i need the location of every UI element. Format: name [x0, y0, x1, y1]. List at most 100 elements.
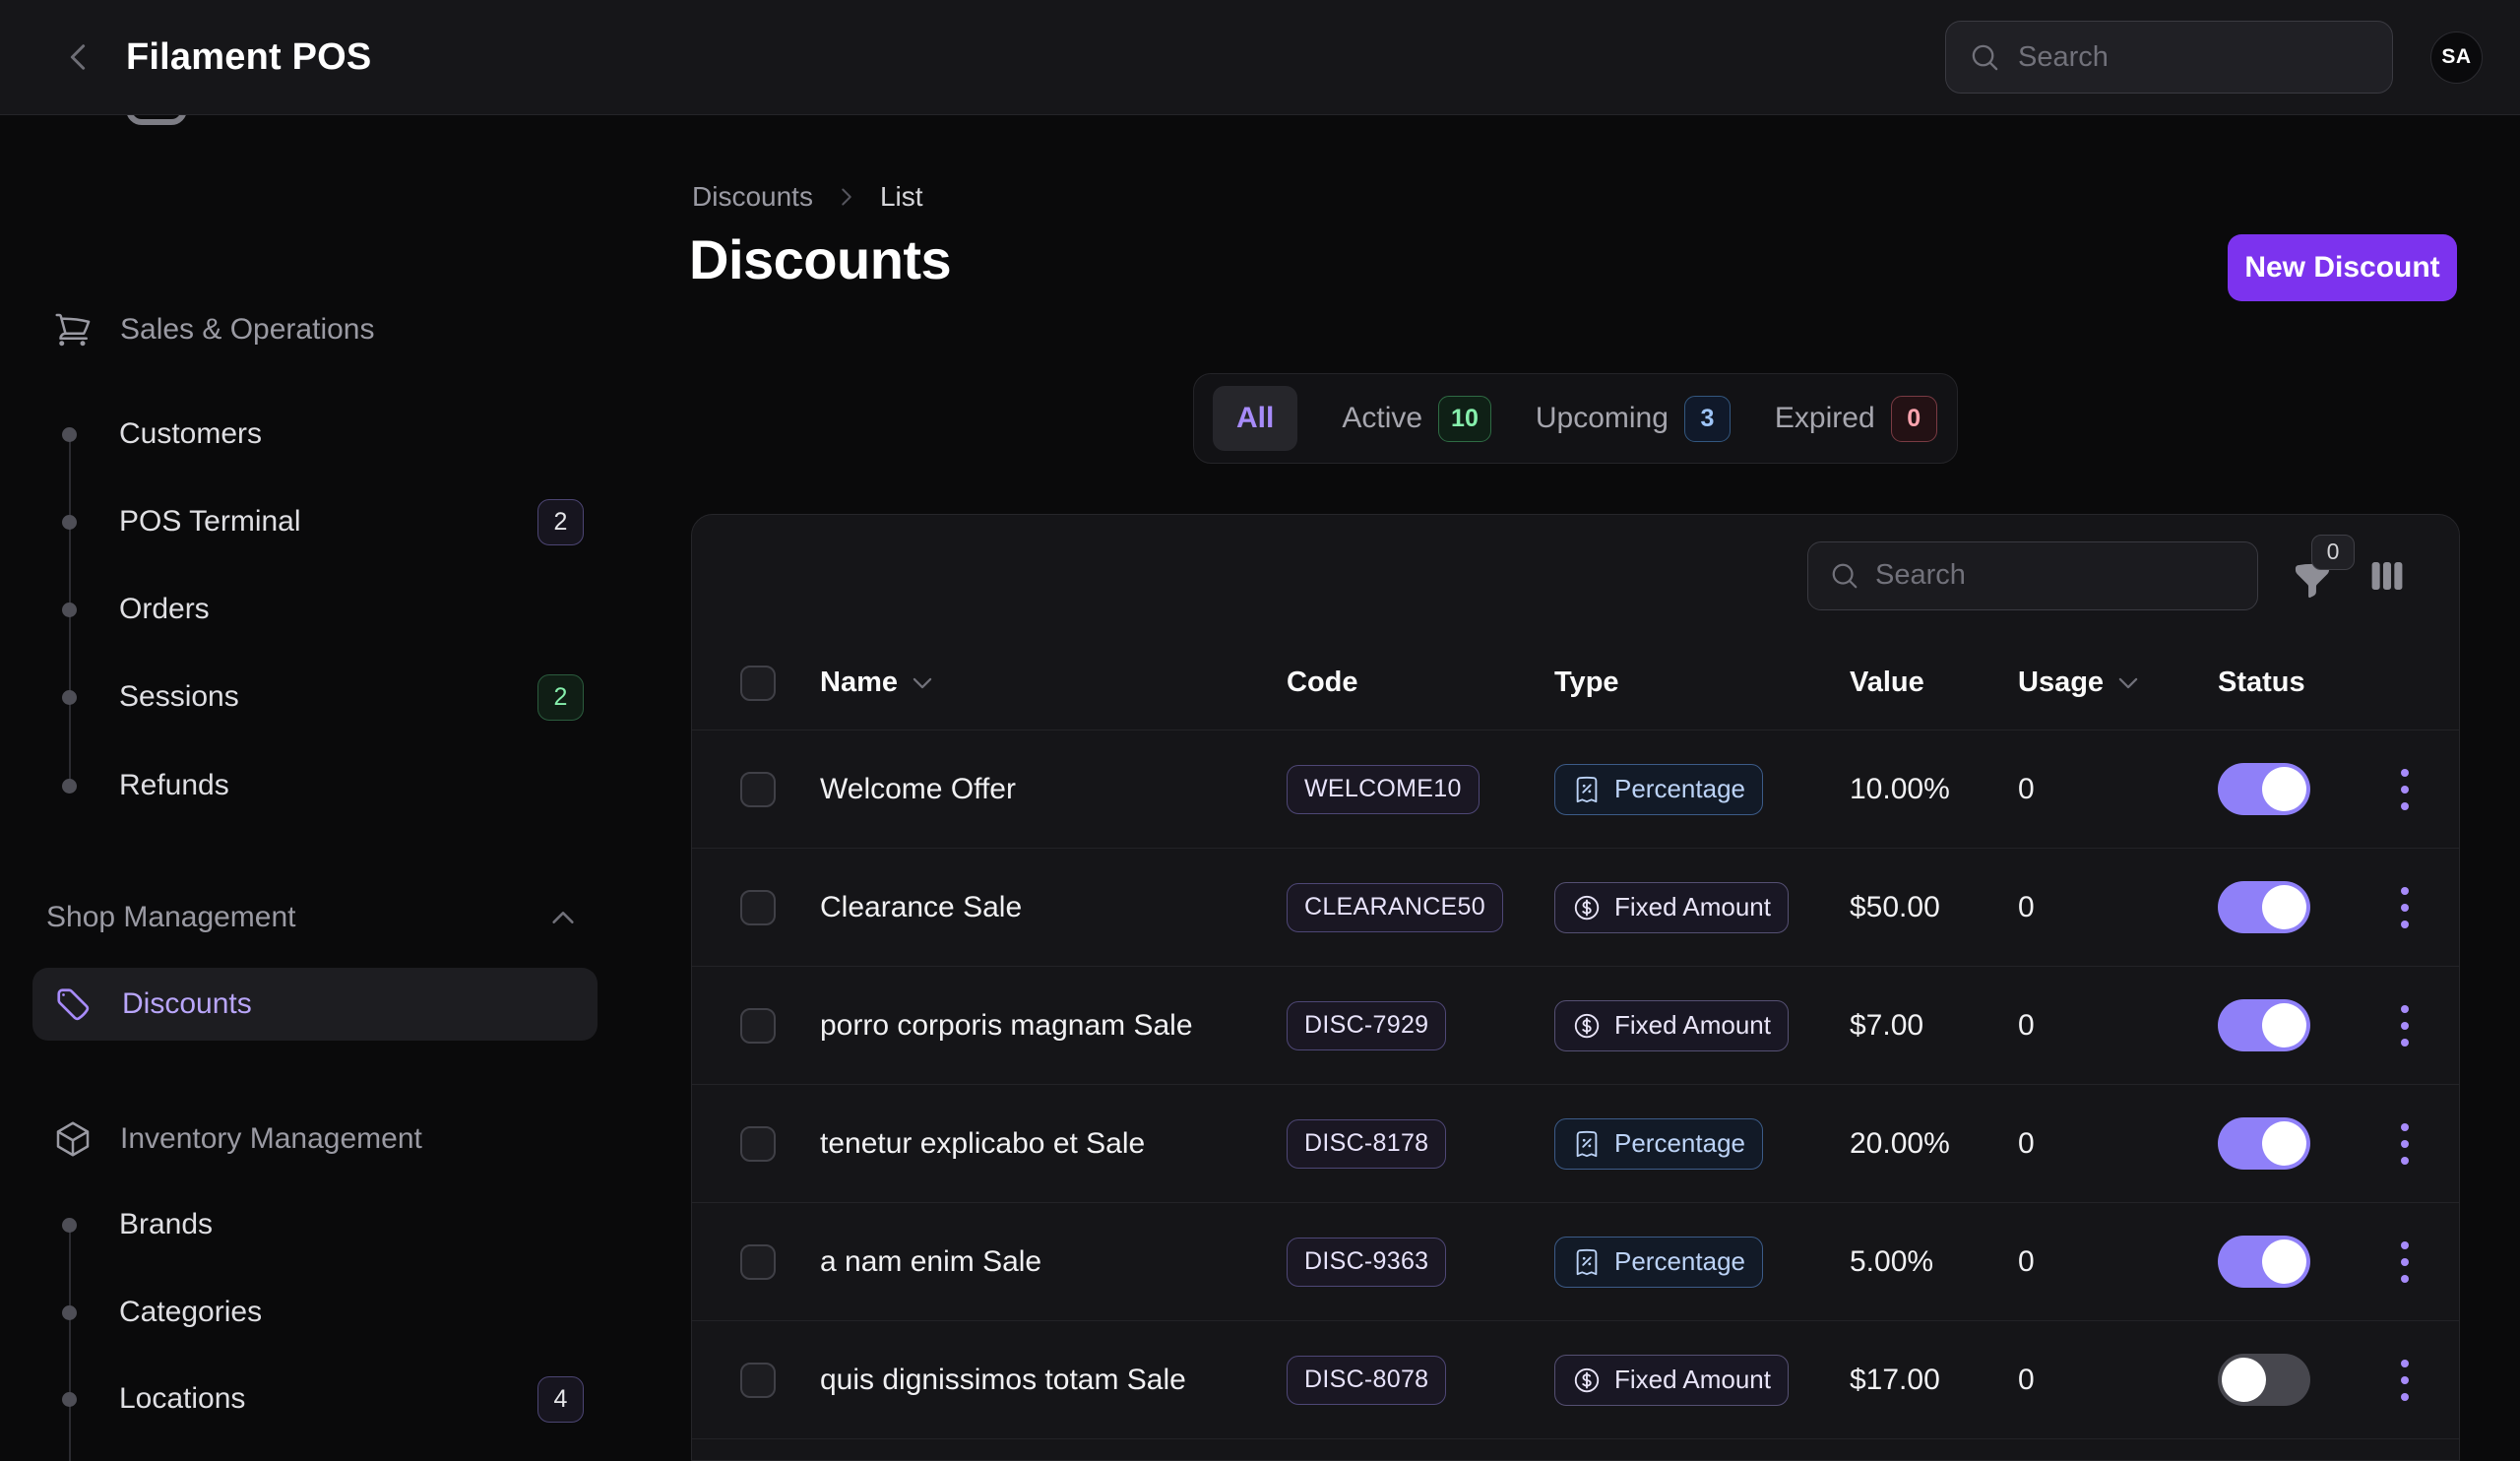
table-row: tenetur explicabo et Sale DISC-8178 Perc… — [692, 1085, 2459, 1203]
currency-dollar-icon — [1572, 1366, 1602, 1395]
count-badge: 2 — [537, 498, 584, 545]
code-badge: DISC-9363 — [1287, 1237, 1447, 1287]
sidebar-group-label: Shop Management — [46, 901, 296, 933]
page-title: Discounts — [689, 228, 952, 290]
chevron-up-icon — [548, 903, 578, 932]
row-actions-button[interactable] — [2383, 991, 2426, 1060]
tab-all[interactable]: All — [1213, 386, 1298, 451]
sidebar-group-label: Inventory Management — [120, 1122, 422, 1155]
column-header-type[interactable]: Type — [1554, 667, 1619, 698]
sidebar-item-locations[interactable]: Locations 4 — [0, 1356, 646, 1442]
cube-icon — [53, 1119, 93, 1159]
shopping-cart-icon — [53, 310, 93, 349]
sidebar-item-refunds[interactable]: Refunds — [0, 742, 646, 829]
table-search[interactable] — [1807, 540, 2258, 610]
new-discount-button[interactable]: New Discount — [2228, 234, 2457, 301]
type-badge: Percentage — [1554, 1236, 1763, 1288]
bullet-icon — [62, 426, 77, 442]
bullet-icon — [62, 1391, 77, 1407]
row-actions-button[interactable] — [2383, 1346, 2426, 1415]
table-row: Welcome Offer WELCOME10 Percentage 10.00… — [692, 730, 2459, 849]
type-badge: Percentage — [1554, 1117, 1763, 1170]
status-tabs: All Active 10 Upcoming 3 Expired 0 — [1193, 373, 1958, 464]
column-header-usage[interactable]: Usage — [2018, 667, 2218, 699]
row-checkbox[interactable] — [740, 1007, 776, 1044]
table-search-input[interactable] — [1875, 559, 2246, 592]
type-badge: Fixed Amount — [1554, 999, 1789, 1051]
table-row: Clearance Sale CLEARANCE50 Fixed Amount … — [692, 849, 2459, 967]
toggle-columns-button[interactable] — [2366, 555, 2408, 597]
sidebar-group-shop-management[interactable]: Shop Management — [46, 896, 578, 939]
row-actions-button[interactable] — [2383, 755, 2426, 824]
tab-upcoming[interactable]: Upcoming 3 — [1536, 395, 1731, 442]
bullet-icon — [62, 1304, 77, 1320]
count-badge: 2 — [537, 673, 584, 721]
select-all-checkbox[interactable] — [740, 665, 776, 701]
currency-dollar-icon — [1572, 1011, 1602, 1041]
status-toggle[interactable] — [2218, 1117, 2310, 1170]
bullet-icon — [62, 514, 77, 530]
receipt-percent-icon — [1572, 1129, 1602, 1159]
type-badge: Percentage — [1554, 763, 1763, 815]
row-actions-button[interactable] — [2383, 1110, 2426, 1178]
sidebar-item-brands[interactable]: Brands — [0, 1181, 646, 1268]
status-toggle[interactable] — [2218, 1354, 2310, 1406]
sidebar-item-customers[interactable]: Customers — [0, 391, 646, 477]
column-header-code[interactable]: Code — [1287, 667, 1358, 698]
bullet-icon — [62, 602, 77, 617]
count-badge: 4 — [537, 1375, 584, 1423]
avatar[interactable]: SA — [2430, 31, 2483, 84]
filter-button[interactable]: 0 — [2292, 534, 2355, 602]
row-actions-button[interactable] — [2383, 873, 2426, 942]
table-row: quis dignissimos totam Sale DISC-8078 Fi… — [692, 1321, 2459, 1439]
sidebar-group-label: Sales & Operations — [120, 313, 375, 346]
table-header-row: Name Code Type Value Usage Status — [692, 636, 2459, 730]
breadcrumb-discounts[interactable]: Discounts — [692, 181, 813, 212]
table-row: porro corporis magnam Sale DISC-7929 Fix… — [692, 967, 2459, 1085]
code-badge: DISC-7929 — [1287, 1000, 1447, 1050]
bullet-icon — [62, 689, 77, 705]
chevron-right-icon — [835, 185, 858, 209]
row-actions-button[interactable] — [2383, 1228, 2426, 1297]
code-badge: DISC-8078 — [1287, 1355, 1447, 1405]
tab-count-badge: 10 — [1438, 395, 1491, 442]
columns-icon — [2366, 555, 2408, 597]
row-checkbox[interactable] — [740, 889, 776, 925]
sidebar-item-sessions[interactable]: Sessions 2 — [0, 654, 646, 740]
status-toggle[interactable] — [2218, 999, 2310, 1051]
tab-count-badge: 0 — [1890, 395, 1937, 442]
column-header-value[interactable]: Value — [1850, 667, 1924, 698]
sidebar-item-orders[interactable]: Orders — [0, 566, 646, 653]
status-toggle[interactable] — [2218, 1236, 2310, 1288]
column-header-name[interactable]: Name — [820, 667, 1287, 699]
bullet-icon — [62, 778, 77, 794]
global-search[interactable] — [1945, 21, 2393, 94]
code-badge: DISC-8178 — [1287, 1118, 1447, 1169]
status-toggle[interactable] — [2218, 763, 2310, 815]
table-row: a nam enim Sale DISC-9363 Percentage 5.0… — [692, 1203, 2459, 1321]
filter-count-badge: 0 — [2311, 534, 2355, 570]
clipped-nav-icon — [120, 115, 195, 126]
row-checkbox[interactable] — [740, 1243, 776, 1280]
row-checkbox[interactable] — [740, 1362, 776, 1398]
tab-count-badge: 3 — [1683, 395, 1731, 442]
sidebar-item-units[interactable]: Units — [0, 1443, 646, 1461]
status-toggle[interactable] — [2218, 881, 2310, 933]
chevron-left-icon — [60, 39, 95, 75]
sidebar-item-discounts[interactable]: Discounts — [32, 968, 598, 1041]
tab-active[interactable]: Active 10 — [1342, 395, 1491, 442]
receipt-percent-icon — [1572, 1247, 1602, 1277]
global-search-input[interactable] — [2018, 40, 2389, 74]
breadcrumb-list: List — [879, 181, 923, 212]
tab-expired[interactable]: Expired 0 — [1775, 395, 1937, 442]
bullet-icon — [62, 1217, 77, 1233]
row-checkbox[interactable] — [740, 1125, 776, 1162]
code-badge: WELCOME10 — [1287, 764, 1480, 814]
row-checkbox[interactable] — [740, 771, 776, 807]
sidebar-item-pos-terminal[interactable]: POS Terminal 2 — [0, 478, 646, 565]
breadcrumb: Discounts List — [692, 181, 923, 213]
discounts-table-card: 0 Name Code Type Value Usage — [691, 514, 2460, 1461]
sidebar-rail — [69, 1225, 71, 1461]
sidebar-item-categories[interactable]: Categories — [0, 1269, 646, 1356]
sidebar-collapse-button[interactable] — [55, 34, 100, 80]
